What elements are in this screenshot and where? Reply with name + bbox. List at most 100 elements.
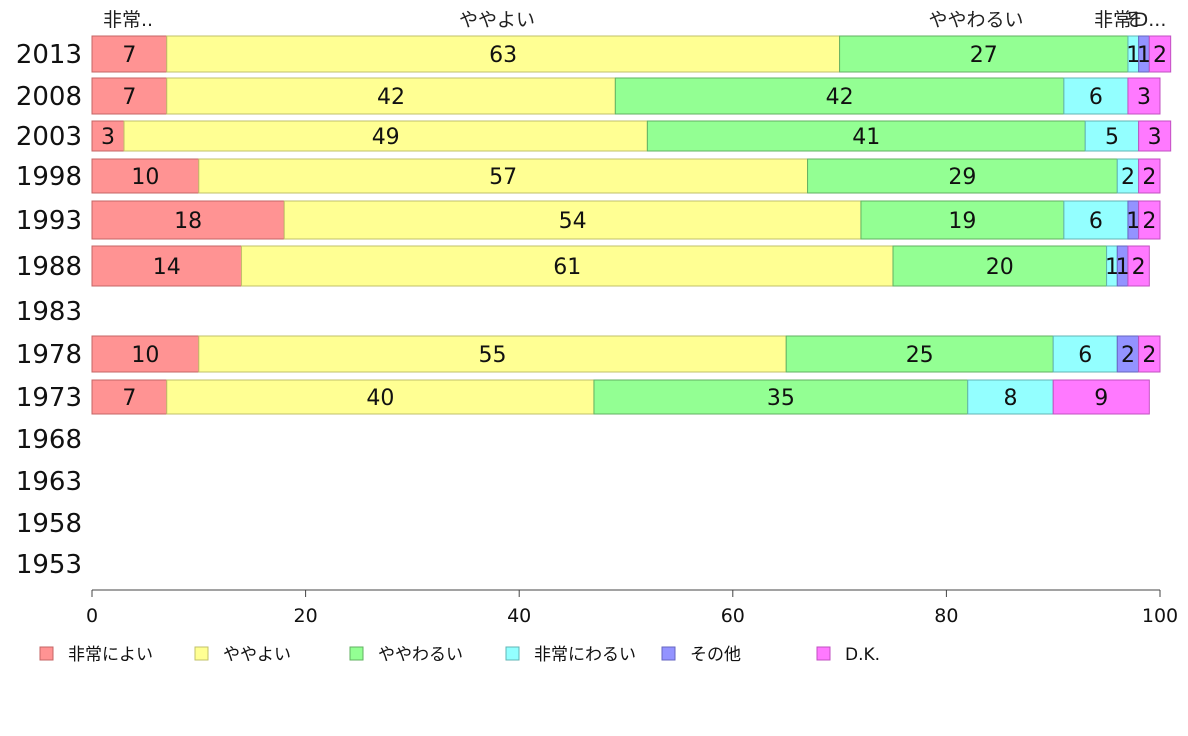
bar-1978-5 (1138, 335, 1161, 373)
bar-1978-0 (91, 335, 200, 373)
bar-label-1978-4: 2 (1121, 343, 1135, 368)
legend-label-3: 非常にわるい (534, 645, 636, 665)
bar-label-1998-1: 57 (489, 165, 517, 190)
bar-label-1998-3: 2 (1121, 165, 1135, 190)
header-label-2: ややわるい (928, 9, 1023, 31)
bar-label-2013-4: 1 (1137, 43, 1151, 68)
year-label-2013: 2013 (16, 40, 82, 70)
bar-2008-1 (166, 77, 616, 115)
year-label-1978: 1978 (16, 340, 82, 370)
header-label-3: 非常 (1094, 9, 1132, 31)
header-label-0: 非常.. (103, 9, 153, 31)
bar-label-2008-5: 3 (1137, 85, 1151, 110)
bar-2013-0 (91, 35, 168, 73)
bar-label-2003-0: 3 (101, 125, 115, 150)
bar-label-2003-1: 49 (372, 125, 400, 150)
year-label-1968: 1968 (16, 425, 82, 455)
x-tick-label-20: 20 (294, 605, 318, 627)
bar-label-1978-0: 10 (131, 343, 159, 368)
header-label-1: ややよい (459, 9, 535, 31)
bar-label-2013-0: 7 (122, 43, 136, 68)
bar-label-2003-5: 3 (1148, 125, 1162, 150)
x-tick-label-100: 100 (1142, 605, 1178, 627)
bar-2008-0 (91, 77, 168, 115)
bar-label-1978-1: 55 (479, 343, 507, 368)
bar-1978-3 (1052, 335, 1118, 373)
bar-1998-2 (807, 158, 1118, 194)
bar-label-1988-0: 14 (153, 255, 181, 280)
x-tick-label-0: 0 (86, 605, 98, 627)
x-tick-label-40: 40 (507, 605, 531, 627)
legend-label-0: 非常によい (68, 645, 153, 665)
bar-label-2013-3: 1 (1126, 43, 1140, 68)
bar-label-2008-0: 7 (122, 85, 136, 110)
bar-label-1978-5: 2 (1142, 343, 1156, 368)
bar-1998-5 (1138, 158, 1161, 194)
bar-label-1973-0: 7 (122, 386, 136, 411)
bar-label-2013-1: 63 (489, 43, 517, 68)
bar-1978-1 (198, 335, 787, 373)
bar-label-2003-2: 41 (852, 125, 880, 150)
bar-2013-5 (1148, 35, 1172, 73)
bar-1988-0 (91, 245, 243, 287)
bar-label-1988-3: 1 (1105, 255, 1119, 280)
bar-label-2003-3: 5 (1105, 125, 1119, 150)
legend-label-1: ややよい (223, 645, 291, 665)
bar-label-1993-4: 1 (1126, 209, 1140, 234)
bar-label-1998-0: 10 (131, 165, 159, 190)
year-label-1993: 1993 (16, 206, 82, 236)
bar-2008-5 (1127, 77, 1161, 115)
legend-swatch-1 (194, 646, 209, 661)
bar-1973-5 (1052, 379, 1150, 415)
bar-label-1973-1: 40 (366, 386, 394, 411)
bar-2003-2 (646, 120, 1086, 152)
bar-label-1993-0: 18 (174, 209, 202, 234)
bar-1988-1 (241, 245, 894, 287)
x-axis: 0 20 40 60 80 100 (86, 589, 1178, 627)
legend-swatch-2 (349, 646, 364, 661)
legend-swatch-4 (661, 646, 676, 661)
bar-2003-1 (123, 120, 648, 152)
bar-1973-1 (166, 379, 595, 415)
bar-label-1993-5: 2 (1142, 209, 1156, 234)
category-header-labels: 非常.. ややよい ややわるい 非常そD... (103, 9, 1166, 31)
legend-label-5: D.K. (845, 645, 880, 665)
bar-label-1973-5: 9 (1094, 386, 1108, 411)
bar-1973-2 (593, 379, 969, 415)
legend-swatch-3 (505, 646, 520, 661)
bar-2003-0 (91, 120, 125, 152)
bar-label-1993-3: 6 (1089, 209, 1103, 234)
bar-label-2008-3: 6 (1089, 85, 1103, 110)
bar-label-1973-3: 8 (1003, 386, 1017, 411)
bar-2003-5 (1138, 120, 1172, 152)
bar-label-1978-3: 6 (1078, 343, 1092, 368)
bar-label-2008-2: 42 (826, 85, 854, 110)
year-label-1983: 1983 (16, 297, 82, 327)
bar-1993-3 (1063, 200, 1129, 240)
x-tick-label-60: 60 (721, 605, 745, 627)
bar-label-1998-5: 2 (1142, 165, 1156, 190)
year-axis-labels: 2013 2008 2003 1998 1993 1988 1983 1978 1973 1968… (16, 40, 82, 580)
bar-2008-3 (1063, 77, 1129, 115)
legend-label-4: その他 (690, 645, 741, 665)
bar-1973-3 (967, 379, 1054, 415)
legend-swatch-5 (816, 646, 831, 661)
bar-label-2008-1: 42 (377, 85, 405, 110)
bar-1988-5 (1127, 245, 1150, 287)
header-label-4: そ (1123, 9, 1142, 31)
bar-1978-2 (785, 335, 1054, 373)
year-label-2003: 2003 (16, 122, 82, 152)
year-label-1958: 1958 (16, 509, 82, 539)
bar-label-1973-2: 35 (767, 386, 795, 411)
bar-1998-0 (91, 158, 200, 194)
legend: 非常によい ややよい ややわるい 非常にわるい その他 D.K. (39, 645, 880, 665)
x-tick-label-80: 80 (934, 605, 958, 627)
bar-1988-2 (892, 245, 1108, 287)
year-label-1988: 1988 (16, 252, 82, 282)
bar-label-2013-2: 27 (970, 43, 998, 68)
bar-1993-5 (1138, 200, 1161, 240)
bar-label-1993-2: 19 (948, 209, 976, 234)
year-label-1963: 1963 (16, 467, 82, 497)
bar-label-1998-2: 29 (948, 165, 976, 190)
